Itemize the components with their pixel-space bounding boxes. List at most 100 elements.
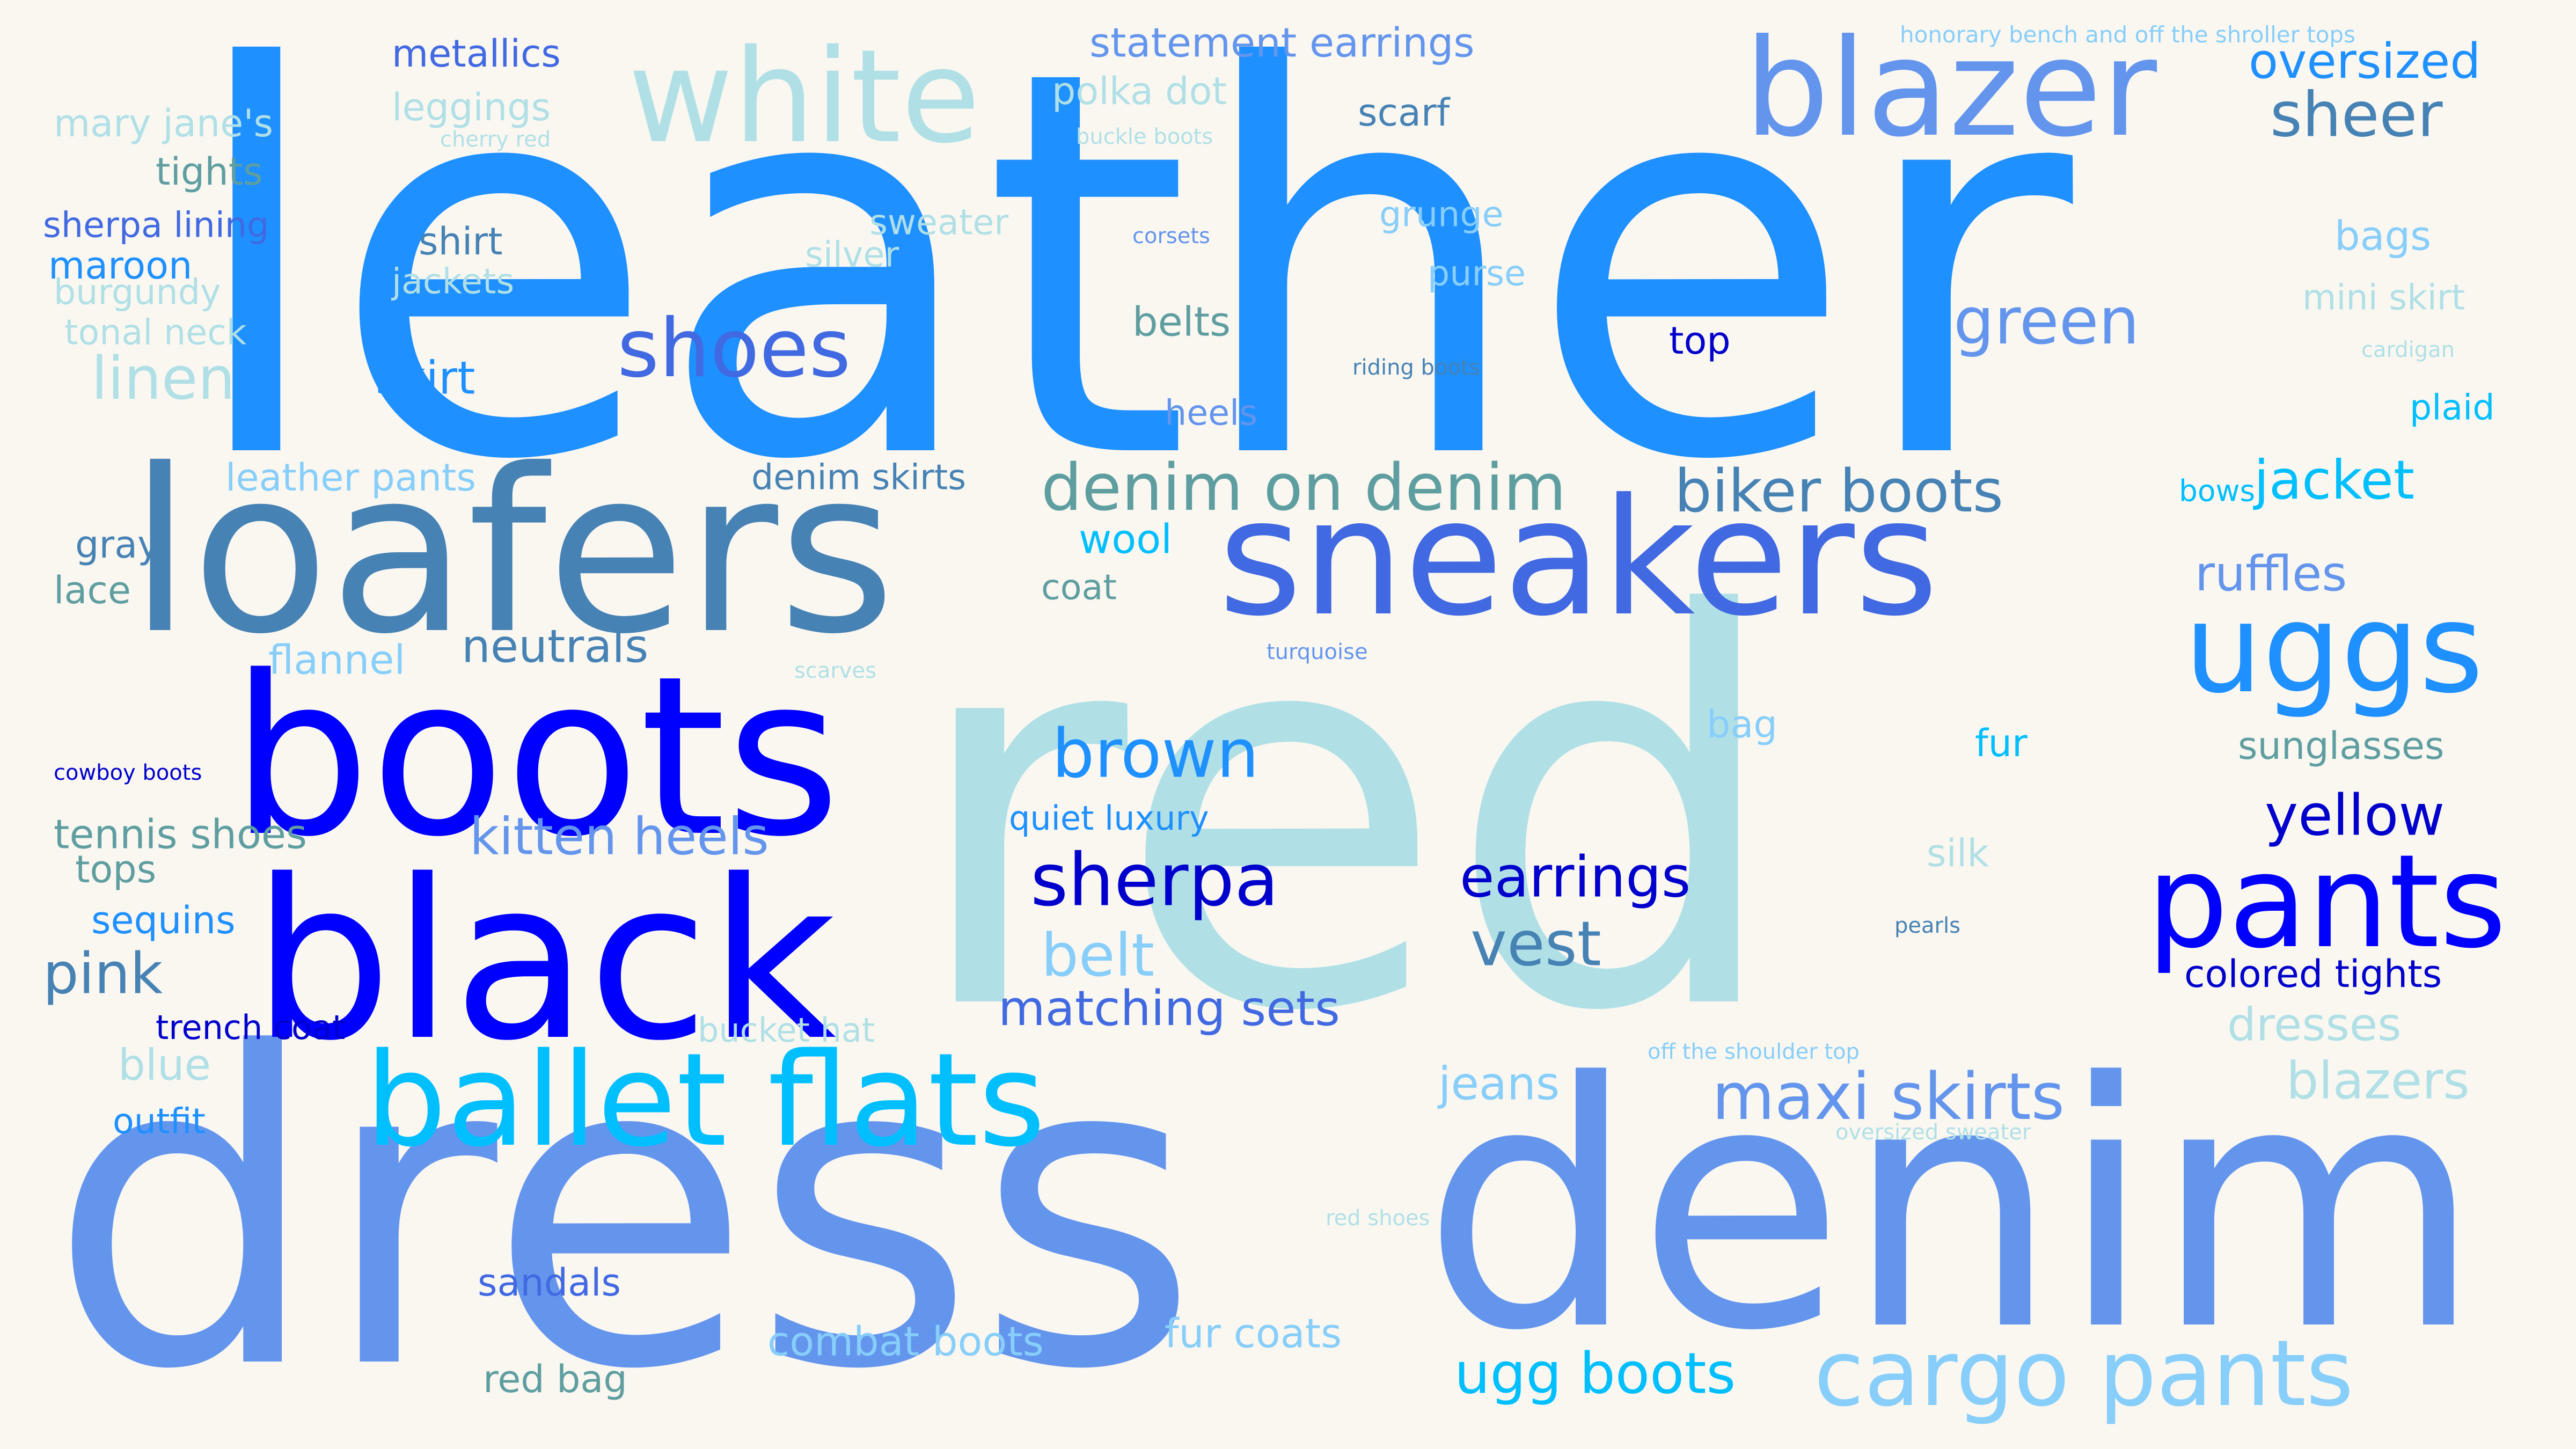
word-silk: silk xyxy=(1927,831,1989,875)
word-red-bag: red bag xyxy=(483,1357,627,1401)
word-coat: coat xyxy=(1041,567,1117,608)
word-mary-jane-s: mary jane's xyxy=(54,101,274,145)
word-oversized: oversized xyxy=(2249,33,2481,90)
word-blazer: blazer xyxy=(1744,10,2157,166)
word-polka-dot: polka dot xyxy=(1052,69,1227,113)
word-bucket-hat: bucket hat xyxy=(698,1011,875,1050)
word-jeans: jeans xyxy=(1438,1057,1560,1111)
word-leggings: leggings xyxy=(392,85,551,129)
word-flannel: flannel xyxy=(268,636,406,684)
word-sherpa-lining: sherpa lining xyxy=(43,205,269,246)
word-ballet-flats: ballet flats xyxy=(365,1025,1046,1175)
word-colored-tights: colored tights xyxy=(2184,952,2442,996)
word-sherpa: sherpa xyxy=(1030,838,1279,923)
word-cowboy-boots: cowboy boots xyxy=(54,760,202,785)
word-ruffles: ruffles xyxy=(2195,546,2347,602)
word-purse: purse xyxy=(1428,253,1526,294)
word-matching-sets: matching sets xyxy=(998,980,1340,1037)
word-turquoise: turquoise xyxy=(1267,640,1368,664)
word-gray: gray xyxy=(75,523,160,567)
word-wool: wool xyxy=(1079,515,1172,563)
word-tennis-shoes: tennis shoes xyxy=(54,810,308,858)
word-red-shoes: red shoes xyxy=(1326,1206,1430,1231)
word-lace: lace xyxy=(54,568,131,612)
word-kitten-heels: kitten heels xyxy=(470,807,769,867)
word-loafers: loafers xyxy=(129,421,896,684)
word-neutrals: neutrals xyxy=(462,620,649,674)
word-denim-on-denim: denim on denim xyxy=(1041,451,1567,525)
word-sheer: sheer xyxy=(2270,79,2443,151)
word-buckle-boots: buckle boots xyxy=(1076,125,1213,149)
word-dresses: dresses xyxy=(2227,998,2402,1052)
word-corsets: corsets xyxy=(1132,224,1210,248)
word-tops: tops xyxy=(75,847,157,891)
word-shoes: shoes xyxy=(617,302,851,396)
word-off-the-shoulder-top: off the shoulder top xyxy=(1648,1040,1860,1064)
word-biker-boots: biker boots xyxy=(1674,457,2003,525)
word-top: top xyxy=(1669,319,1731,363)
word-maroon: maroon xyxy=(48,244,193,288)
word-honorary-bench-and-off-the-shroller-tops: honorary bench and off the shroller tops xyxy=(1900,21,2355,48)
word-cardigan: cardigan xyxy=(2361,338,2455,362)
word-pearls: pearls xyxy=(1894,913,1960,938)
word-shirt: shirt xyxy=(419,219,503,264)
word-tights: tights xyxy=(156,150,263,194)
word-sneakers: sneakers xyxy=(1218,464,1939,652)
word-white: white xyxy=(628,21,980,172)
word-leather-pants: leather pants xyxy=(225,456,476,500)
word-sweater: sweater xyxy=(869,202,1009,243)
word-red: red xyxy=(907,503,1787,1128)
word-green: green xyxy=(1953,284,2140,359)
word-plaid: plaid xyxy=(2410,387,2495,428)
word-silver: silver xyxy=(805,235,899,275)
word-jackets: jackets xyxy=(392,261,515,302)
word-cherry-red: cherry red xyxy=(440,127,551,152)
word-skirt: skirt xyxy=(376,352,475,405)
word-riding-boots: riding boots xyxy=(1352,355,1481,380)
word-belt: belt xyxy=(1041,921,1155,990)
word-bag: bag xyxy=(1707,702,1777,747)
word-vest: vest xyxy=(1470,908,1601,980)
word-denim: denim xyxy=(1422,1011,2483,1404)
word-heels: heels xyxy=(1165,393,1258,434)
word-combat-boots: combat boots xyxy=(767,1318,1044,1365)
word-blazers: blazers xyxy=(2286,1051,2470,1111)
word-brown: brown xyxy=(1052,715,1259,793)
word-cargo-pants: cargo pants xyxy=(1814,1321,2354,1427)
word-denim-skirts: denim skirts xyxy=(751,457,967,498)
word-bags: bags xyxy=(2334,212,2432,260)
word-bows: bows xyxy=(2179,473,2256,508)
word-tonal-neck: tonal neck xyxy=(64,312,247,353)
word-earrings: earrings xyxy=(1460,844,1691,910)
word-scarves: scarves xyxy=(794,658,876,683)
word-sequins: sequins xyxy=(91,898,236,942)
word-leather: leather xyxy=(182,0,2073,576)
word-sandals: sandals xyxy=(478,1261,621,1305)
word-scarf: scarf xyxy=(1358,91,1450,135)
word-uggs: uggs xyxy=(2184,577,2484,721)
word-blue: blue xyxy=(118,1040,211,1090)
word-yellow: yellow xyxy=(2265,782,2445,848)
word-trench-coat: trench coat xyxy=(156,1008,346,1047)
word-pink: pink xyxy=(43,941,163,1007)
word-linen: linen xyxy=(91,344,236,413)
word-maxi-skirts: maxi skirts xyxy=(1712,1060,2065,1135)
word-grunge: grunge xyxy=(1379,194,1504,235)
word-fur: fur xyxy=(1975,721,2028,765)
word-metallics: metallics xyxy=(392,32,561,76)
word-burgundy: burgundy xyxy=(54,272,221,313)
word-sunglasses: sunglasses xyxy=(2238,724,2445,768)
word-black: black xyxy=(252,832,837,1089)
word-statement-earrings: statement earrings xyxy=(1089,19,1475,67)
word-boots: boots xyxy=(231,628,841,885)
word-belts: belts xyxy=(1132,298,1231,346)
word-oversized-sweater: oversized sweater xyxy=(1835,1120,2031,1145)
word-quiet-luxury: quiet luxury xyxy=(1009,799,1209,838)
word-mini-skirt: mini skirt xyxy=(2302,277,2465,318)
word-fur-coats: fur coats xyxy=(1165,1309,1342,1357)
word-outfit: outfit xyxy=(113,1101,206,1142)
word-ugg-boots: ugg boots xyxy=(1454,1341,1736,1407)
word-jacket: jacket xyxy=(2254,449,2415,511)
word-pants: pants xyxy=(2147,826,2507,977)
